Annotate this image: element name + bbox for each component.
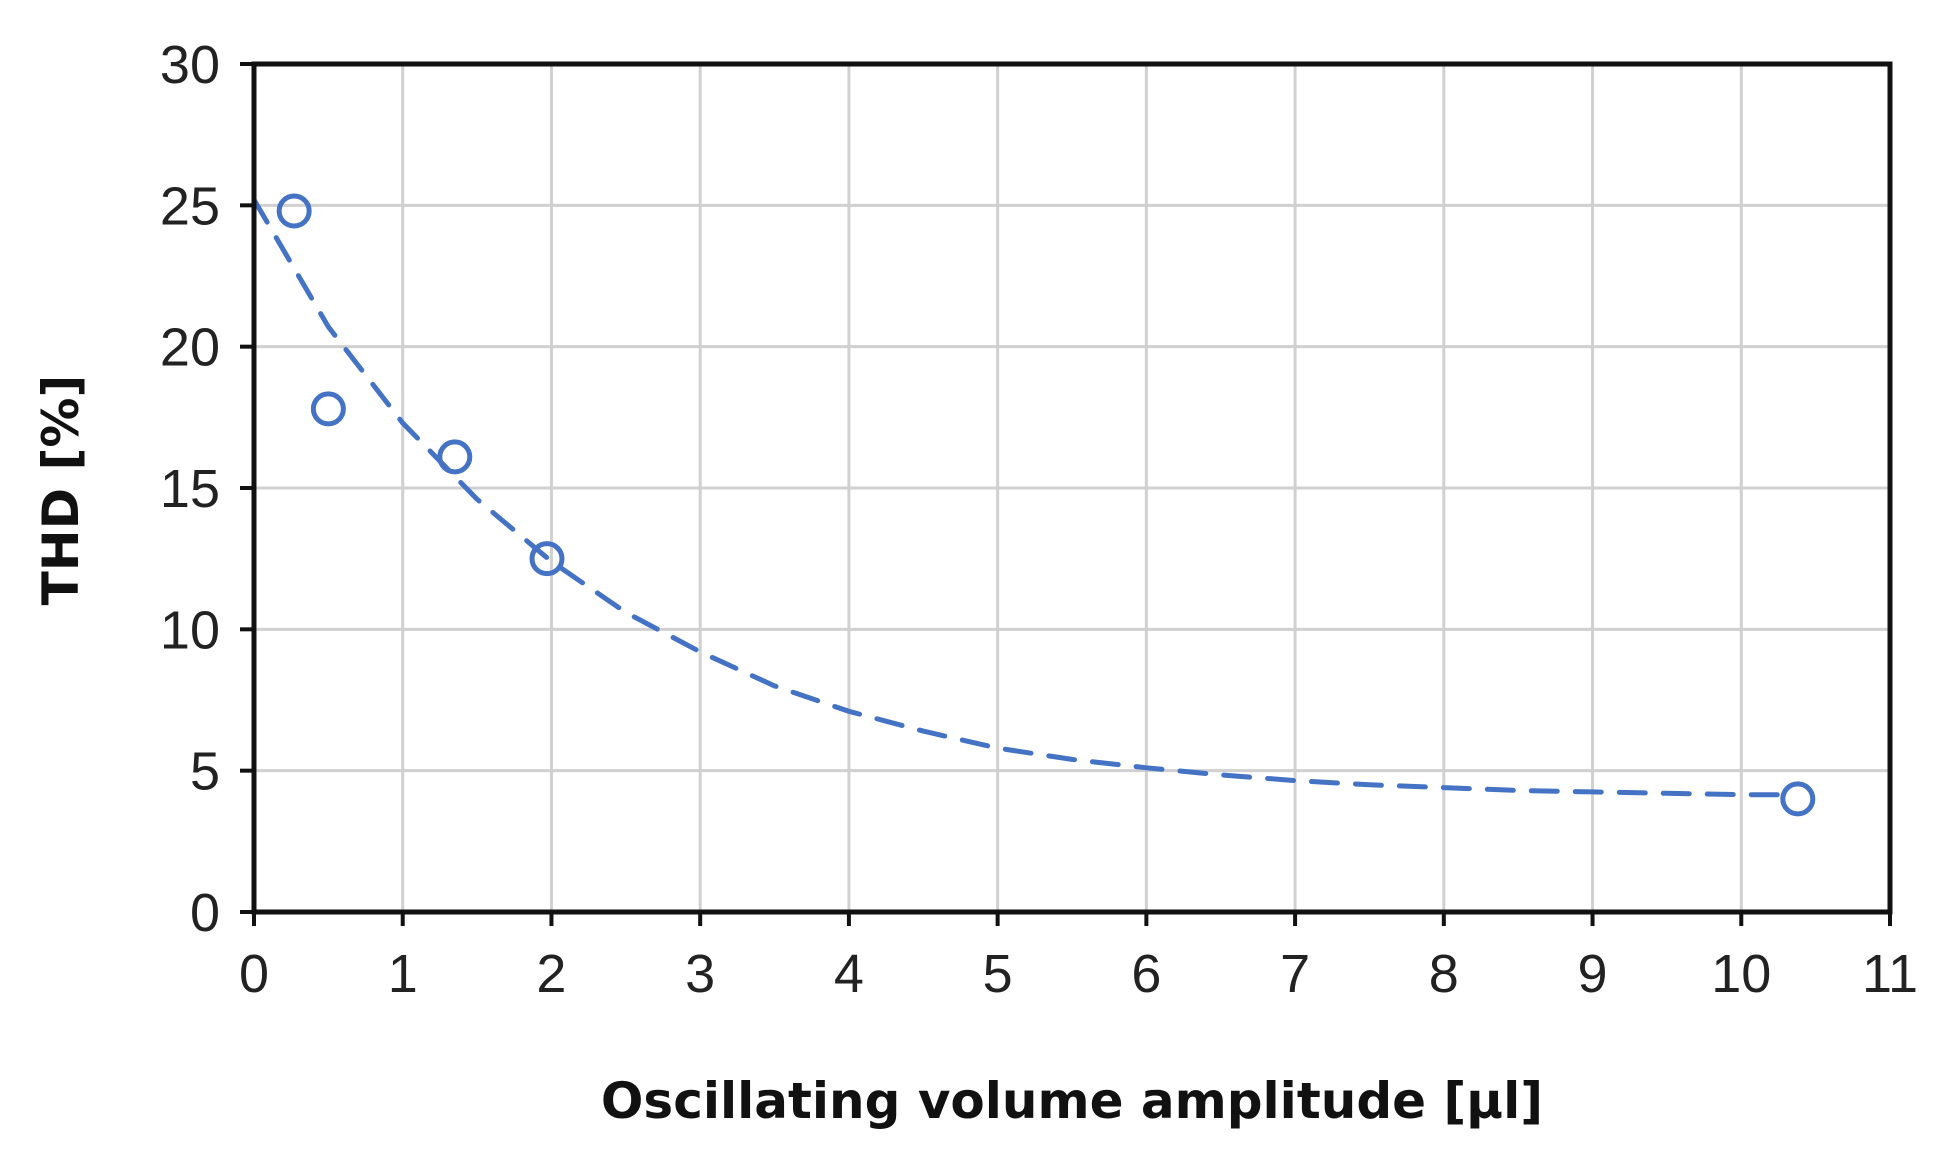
data-point-0-1 [310,391,346,427]
data-point-0-0 [276,193,312,229]
x-tick-label-2: 2 [536,944,566,1004]
x-tick-label-10: 10 [1711,944,1771,1004]
plot-frame [240,61,1893,926]
x-tick-label-4: 4 [834,944,864,1004]
x-axis-title: Oscillating volume amplitude [μl] [601,1072,1543,1130]
y-axis-title: THD [%] [32,375,90,606]
x-tick-label-3: 3 [685,944,715,1004]
data-points-layer [276,193,1816,817]
y-tick-label-15: 15 [160,459,220,519]
data-point-0-2 [437,439,473,475]
x-tick-label-6: 6 [1131,944,1161,1004]
trendline-layer [251,197,1789,798]
x-tick-label-1: 1 [388,944,418,1004]
x-tick-label-0: 0 [239,944,269,1004]
trendline-dashed [251,197,1789,798]
y-tick-label-0: 0 [190,883,220,943]
x-tick-label-5: 5 [983,944,1013,1004]
tick-labels: 0 1 2 3 4 5 6 7 8 9 10 11 0 5 10 15 20 25 30 [160,35,1918,1004]
x-tick-label-11: 11 [1862,944,1918,1004]
y-tick-label-10: 10 [160,600,220,660]
data-point-0-3 [529,541,565,577]
y-tick-label-30: 30 [160,35,220,95]
x-tick-label-8: 8 [1429,944,1459,1004]
y-tick-label-5: 5 [190,742,220,802]
x-tick-label-9: 9 [1578,944,1608,1004]
data-point-0-4 [1780,781,1816,817]
grid-lines [254,64,1890,912]
x-tick-label-7: 7 [1280,944,1310,1004]
y-tick-label-25: 25 [160,176,220,236]
y-tick-label-20: 20 [160,318,220,378]
